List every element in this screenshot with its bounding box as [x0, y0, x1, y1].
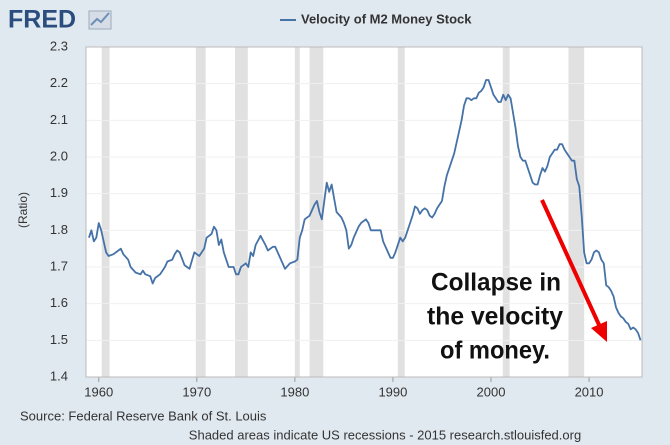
logo-icon [88, 10, 112, 30]
x-tick-label: 1960 [84, 384, 113, 399]
note: Shaded areas indicate US recessions - 20… [189, 427, 581, 442]
annotation: Collapse in the velocity of money. [427, 269, 563, 365]
recession-shade [568, 47, 585, 377]
y-tick-label: 2.2 [50, 75, 68, 90]
y-tick-label: 2.3 [50, 38, 68, 53]
y-tick-label: 2.1 [50, 112, 68, 127]
recession-shade [397, 47, 405, 377]
x-tick-label: 2010 [575, 384, 604, 399]
plot-border [85, 46, 643, 378]
legend-label: Velocity of M2 Money Stock [301, 11, 472, 26]
recession-shade [502, 47, 510, 377]
source: Source: Federal Reserve Bank of St. Loui… [20, 408, 267, 423]
logo: FRED [8, 6, 76, 34]
x-tick-label: 1970 [182, 384, 211, 399]
y-tick-label: 2.0 [50, 148, 68, 163]
recession-shade [235, 47, 248, 377]
annotation-line: of money. [440, 337, 550, 365]
x-tick-label: 1990 [378, 384, 407, 399]
recession-shade [195, 47, 206, 377]
series-line [88, 79, 642, 341]
annotation-line: the velocity [427, 303, 563, 331]
recession-shade [309, 47, 324, 377]
recession-shade [101, 47, 110, 377]
y-tick-label: 1.5 [50, 332, 68, 347]
y-tick-label: 1.7 [50, 258, 68, 273]
x-tick-label: 2000 [477, 384, 506, 399]
y-tick-label: 1.4 [50, 368, 68, 383]
y-tick-label: 1.8 [50, 222, 68, 237]
x-tick-label: 1980 [280, 384, 309, 399]
y-tick-label: 1.6 [50, 295, 68, 310]
recession-shade [294, 47, 300, 377]
annotation-line: Collapse in [431, 269, 561, 297]
y-tick-label: 1.9 [50, 185, 68, 200]
arrow [540, 199, 607, 342]
y-axis-label: (Ratio) [16, 192, 30, 228]
